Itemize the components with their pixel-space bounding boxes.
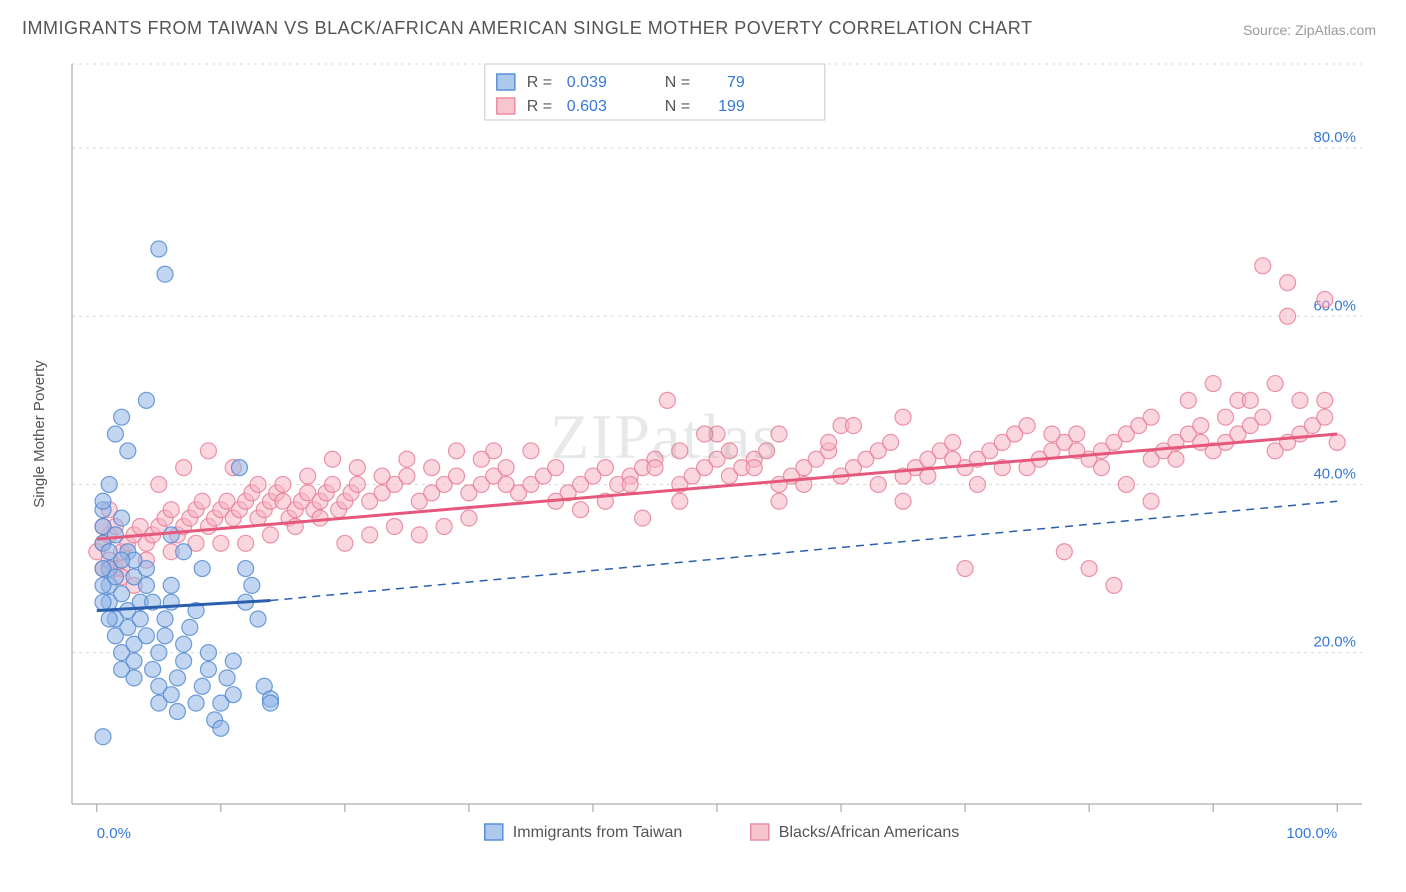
svg-text:0.0%: 0.0% xyxy=(97,825,131,842)
scatter-chart: 0.0%100.0%20.0%40.0%60.0%80.0%Single Mot… xyxy=(22,50,1384,870)
svg-text:20.0%: 20.0% xyxy=(1313,634,1356,651)
source-label: Source: ZipAtlas.com xyxy=(1243,22,1376,38)
svg-text:79: 79 xyxy=(727,74,745,91)
svg-text:Immigrants from Taiwan: Immigrants from Taiwan xyxy=(513,824,683,841)
svg-text:0.603: 0.603 xyxy=(567,98,607,115)
svg-text:199: 199 xyxy=(718,98,745,115)
svg-text:N =: N = xyxy=(665,74,690,91)
chart-container: IMMIGRANTS FROM TAIWAN VS BLACK/AFRICAN … xyxy=(0,0,1406,892)
svg-text:R =: R = xyxy=(527,98,552,115)
svg-text:N =: N = xyxy=(665,98,690,115)
svg-text:0.039: 0.039 xyxy=(567,74,607,91)
svg-text:40.0%: 40.0% xyxy=(1313,465,1356,482)
svg-text:Blacks/African Americans: Blacks/African Americans xyxy=(779,824,960,841)
chart-title: IMMIGRANTS FROM TAIWAN VS BLACK/AFRICAN … xyxy=(22,18,1384,39)
svg-text:100.0%: 100.0% xyxy=(1286,825,1337,842)
svg-text:R =: R = xyxy=(527,74,552,91)
svg-text:80.0%: 80.0% xyxy=(1313,129,1356,146)
svg-text:Single Mother Poverty: Single Mother Poverty xyxy=(31,360,48,508)
